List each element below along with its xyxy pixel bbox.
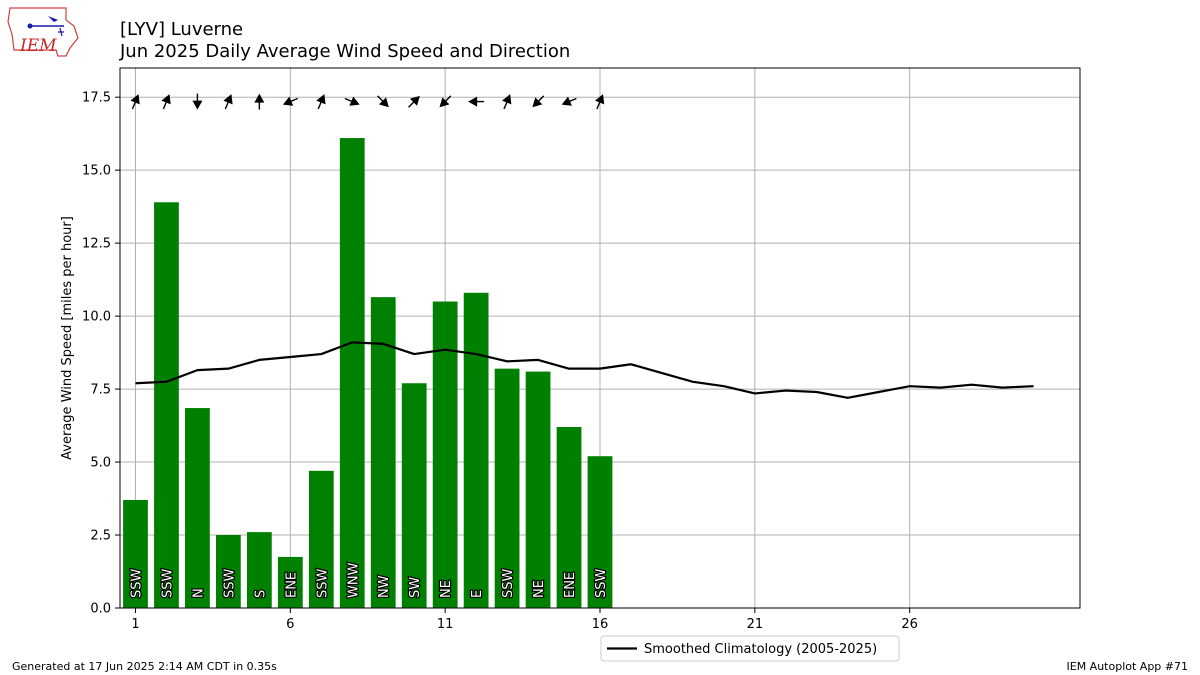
climatology-line bbox=[135, 341, 1034, 399]
bar-day-8 bbox=[339, 138, 365, 608]
bar-day-9 bbox=[370, 297, 396, 608]
y-tick-label: 0.0 bbox=[90, 602, 111, 617]
wind-arrow-day-8 bbox=[344, 96, 360, 106]
legend-box bbox=[600, 635, 900, 662]
direction-label-day-9: NW bbox=[377, 575, 392, 598]
y-axis-label: Average Wind Speed [miles per hour] bbox=[60, 216, 75, 460]
arrow-head bbox=[439, 97, 450, 108]
bar-day-5 bbox=[246, 532, 272, 608]
direction-label-day-3: N bbox=[191, 588, 206, 598]
arrow-head bbox=[561, 96, 572, 106]
bar-day-14 bbox=[525, 371, 551, 608]
x-tick-label: 6 bbox=[286, 617, 294, 632]
legend: Smoothed Climatology (2005-2025) bbox=[600, 635, 900, 662]
arrow-head bbox=[409, 95, 420, 106]
direction-label-day-10: SW bbox=[408, 577, 423, 598]
arrow-head bbox=[502, 94, 512, 105]
arrow-head bbox=[532, 97, 543, 108]
wind-arrow-day-11 bbox=[439, 95, 452, 108]
direction-label-day-2: SSW bbox=[160, 568, 175, 598]
direction-label-day-6: ENE bbox=[284, 572, 299, 598]
wind-arrow-day-12 bbox=[468, 96, 485, 107]
x-tick-label: 21 bbox=[747, 617, 764, 632]
wind-arrow-day-15 bbox=[561, 96, 577, 106]
chart-title: [LYV] Luverne bbox=[120, 19, 243, 40]
wind-arrow-day-6 bbox=[282, 96, 298, 106]
bar-day-6 bbox=[277, 556, 303, 608]
bar-day-13 bbox=[494, 368, 520, 608]
y-tick-label: 5.0 bbox=[90, 456, 111, 471]
arrow-head bbox=[468, 96, 478, 107]
arrow-head bbox=[282, 96, 294, 106]
wind-arrows bbox=[130, 93, 605, 110]
y-tick-label: 2.5 bbox=[90, 529, 111, 544]
direction-label-day-12: E bbox=[470, 590, 485, 598]
y-tick-label: 15.0 bbox=[82, 164, 111, 179]
direction-label-day-8: WNW bbox=[346, 562, 361, 598]
arrow-head bbox=[254, 93, 265, 103]
bar-day-2 bbox=[154, 202, 179, 608]
climatology-series-line bbox=[135, 341, 1034, 399]
bar-day-16 bbox=[587, 456, 613, 608]
direction-label-day-16: SSW bbox=[594, 568, 609, 598]
chart-subtitle: Jun 2025 Daily Average Wind Speed and Di… bbox=[119, 41, 570, 62]
footer-generated: Generated at 17 Jun 2025 2:14 AM CDT in … bbox=[12, 660, 277, 673]
direction-label-day-11: NE bbox=[439, 580, 454, 598]
y-tick-label: 10.0 bbox=[82, 310, 111, 325]
bar-day-1 bbox=[123, 500, 148, 608]
axis-ticks: 1 6 11 16 21 260.02.55.07.510.012.515.017.5 bbox=[82, 91, 918, 632]
wind-arrow-day-9 bbox=[377, 95, 389, 108]
arrow-head bbox=[130, 94, 140, 105]
arrow-head bbox=[594, 94, 605, 105]
logo-dot-icon bbox=[27, 23, 33, 29]
y-tick-label: 17.5 bbox=[82, 91, 111, 106]
bar-day-12 bbox=[463, 292, 489, 608]
iowa-outline-icon bbox=[7, 7, 79, 57]
wind-arrow-day-16 bbox=[594, 94, 605, 110]
footer-app: IEM Autoplot App #71 bbox=[1067, 660, 1189, 673]
wind-arrow-day-1 bbox=[130, 94, 140, 110]
bar-day-7 bbox=[308, 470, 334, 608]
bar-day-4 bbox=[216, 535, 241, 608]
x-tick-label: 11 bbox=[437, 617, 454, 632]
arrow-head bbox=[349, 96, 360, 106]
bar-day-15 bbox=[556, 427, 582, 608]
wind-arrow-day-2 bbox=[161, 94, 171, 110]
direction-label-day-15: ENE bbox=[563, 572, 578, 598]
direction-label-day-14: NE bbox=[532, 580, 547, 598]
direction-label-day-4: SSW bbox=[222, 568, 237, 598]
iem-logo: IEM bbox=[7, 7, 79, 57]
direction-label-day-7: SSW bbox=[315, 568, 330, 598]
logo-mark-icon bbox=[58, 27, 64, 37]
wind-arrow-day-10 bbox=[408, 95, 420, 108]
wind-arrow-day-5 bbox=[254, 93, 265, 110]
bars bbox=[123, 138, 613, 608]
wind-arrow-day-14 bbox=[532, 95, 545, 108]
arrow-head bbox=[223, 94, 233, 105]
wind-arrow-day-3 bbox=[192, 93, 203, 110]
arrow-head bbox=[316, 94, 326, 105]
y-tick-label: 12.5 bbox=[82, 237, 111, 252]
wind-arrow-day-7 bbox=[316, 94, 326, 110]
x-tick-label: 1 bbox=[131, 617, 139, 632]
direction-label-day-1: SSW bbox=[129, 568, 144, 598]
x-tick-label: 16 bbox=[592, 617, 609, 632]
direction-labels: SSW SSW N SSW S ENE SSW WNW NW SW NE E SSW NE ENE SSW bbox=[128, 561, 610, 599]
bar-day-10 bbox=[401, 383, 427, 608]
x-tick-label: 26 bbox=[901, 617, 918, 632]
arrow-head bbox=[378, 97, 389, 108]
wind-arrow-day-4 bbox=[223, 94, 233, 110]
logo-text: IEM bbox=[19, 36, 57, 56]
direction-label-day-13: SSW bbox=[501, 568, 516, 598]
arrow-head bbox=[192, 100, 203, 110]
wind-arrow-day-13 bbox=[502, 94, 512, 110]
bar-day-3 bbox=[185, 408, 210, 608]
logo-flag-icon bbox=[48, 16, 58, 22]
direction-label-day-5: S bbox=[253, 590, 268, 598]
y-tick-label: 7.5 bbox=[90, 383, 111, 398]
bar-day-11 bbox=[432, 301, 458, 608]
arrow-head bbox=[161, 94, 171, 105]
legend-label: Smoothed Climatology (2005-2025) bbox=[644, 642, 877, 657]
